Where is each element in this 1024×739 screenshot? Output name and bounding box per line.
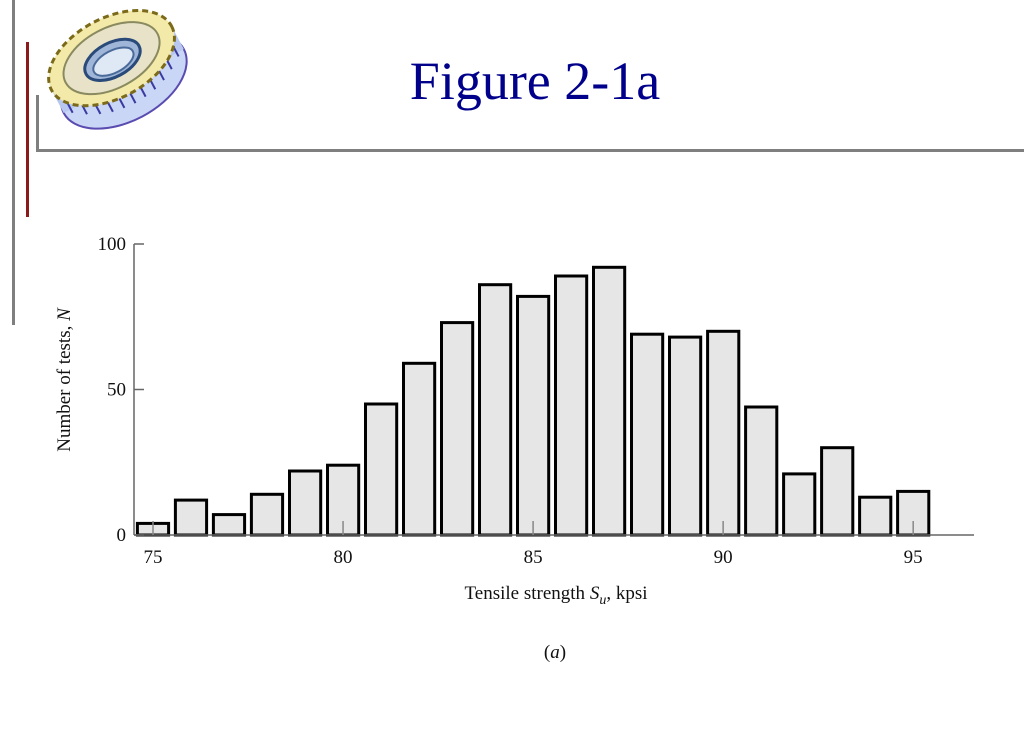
figure-caption-letter: a: [550, 642, 560, 663]
bar-78: [249, 492, 285, 537]
bar-84: [478, 283, 513, 537]
bar-87: [592, 265, 627, 537]
x-tick-label-90: 90: [714, 547, 733, 568]
bar-90: [706, 329, 741, 537]
figure-caption: (a): [543, 642, 567, 663]
bar-86: [554, 274, 589, 537]
decor-title-underline: [36, 149, 1024, 152]
slide-title: Figure 2-1a: [409, 51, 661, 111]
x-tick-label-75: 75: [144, 547, 163, 568]
bar-79: [288, 469, 323, 537]
bar-89: [668, 335, 703, 537]
axes-group: 0 50 100 75 80 85 90 95: [98, 234, 974, 568]
x-axis-label: Tensile strength Su, kpsi: [465, 583, 648, 608]
decor-vertical-red-line: [26, 42, 29, 217]
gear-icon: [47, 8, 188, 130]
bar-82: [402, 361, 437, 537]
bar-76: [173, 498, 209, 537]
y-tick-label-100: 100: [98, 234, 127, 255]
bar-85: [516, 294, 551, 537]
y-tick-label-50: 50: [107, 380, 126, 401]
y-tick-label-0: 0: [117, 525, 127, 546]
bar-81: [364, 402, 399, 537]
bar-77: [211, 513, 247, 537]
x-tick-label-85: 85: [524, 547, 543, 568]
bar-92: [782, 472, 817, 537]
bar-91: [744, 405, 779, 537]
bar-88: [630, 332, 665, 537]
decor-title-bracket-line: [36, 95, 39, 152]
bars-group: [135, 265, 931, 537]
x-tick-label-80: 80: [334, 547, 353, 568]
bar-94: [858, 495, 893, 537]
y-axis-label: Number of tests, N: [54, 307, 75, 452]
bar-83: [440, 321, 475, 537]
bar-93: [820, 446, 855, 537]
x-tick-label-95: 95: [904, 547, 923, 568]
decor-vertical-gray-line: [12, 0, 15, 325]
